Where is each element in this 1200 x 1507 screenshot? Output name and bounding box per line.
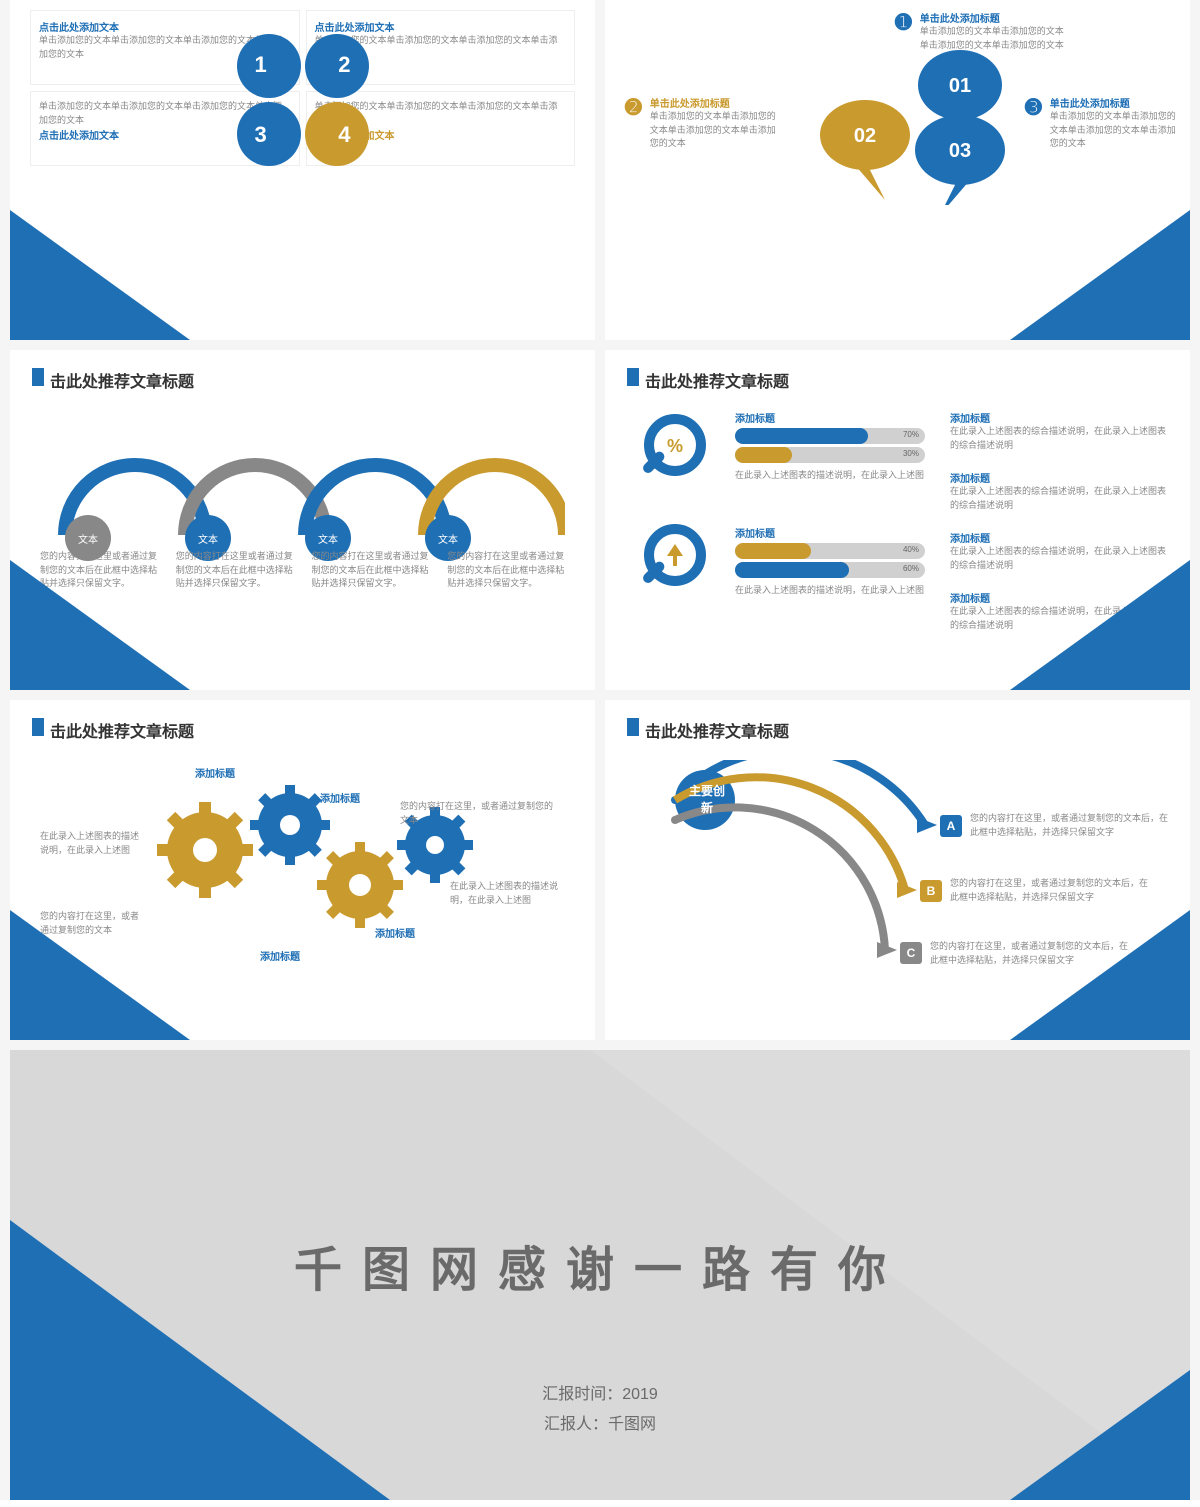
petal-3: [237, 102, 301, 166]
triangle-corner: [10, 210, 190, 340]
svg-text:03: 03: [949, 140, 971, 162]
slide-grid: 点击此处添加文本 单击添加您的文本单击添加您的文本单击添加您的文本单击添加您的文…: [0, 0, 1200, 1500]
arc-text: 您的内容打在这里，或者通过复制您的文本后，在此框中选择粘贴，并选择只保留文字: [950, 877, 1150, 904]
num-4: 4: [338, 122, 350, 148]
num-2: 2: [338, 52, 350, 78]
petal-diagram: 1 2 3 4: [233, 30, 373, 170]
letter-badge: B: [920, 880, 942, 902]
slide-2: ➊ 单击此处添加标题 单击添加您的文本单击添加您的文本单击添加您的文本单击添加您…: [605, 0, 1190, 340]
svg-text:%: %: [667, 436, 683, 456]
time-label: 汇报时间：: [542, 1386, 622, 1403]
row-body: 单击添加您的文本单击添加您的文本单击添加您的文本单击添加您的文本: [650, 110, 780, 151]
row-2: ➋ 单击此处添加标题 单击添加您的文本单击添加您的文本单击添加您的文本单击添加您…: [625, 95, 780, 151]
arc-text: 您的内容打在这里，或者通过复制您的文本后，在此框中选择粘贴，并选择只保留文字: [970, 812, 1170, 839]
person-label: 汇报人：: [544, 1416, 608, 1433]
gear-label: 添加标题: [375, 925, 415, 940]
slide-title: 击此处推荐文章标题: [40, 368, 194, 392]
gear-desc: 在此录入上述图表的描述说明，在此录入上述图: [40, 830, 140, 857]
svg-text:02: 02: [854, 125, 876, 147]
center-badge: 主要创新: [687, 782, 727, 816]
row-title: 单击此处添加标题: [920, 10, 1070, 25]
text-block: 添加标题在此录入上述图表的综合描述说明，在此录入上述图表的综合描述说明: [950, 470, 1170, 512]
row-3: ➌ 单击此处添加标题 单击添加您的文本单击添加您的文本单击添加您的文本单击添加您…: [1025, 95, 1180, 151]
time-value: 2019: [622, 1386, 658, 1403]
person-value: 千图网: [608, 1416, 656, 1433]
triangle-corner: [1010, 560, 1190, 690]
col-text: 您的内容打在这里或者通过复制您的文本后在此框中选择粘贴并选择只保留文字。: [447, 550, 565, 591]
magnifier-icon: %: [635, 410, 725, 500]
gear-label: 添加标题: [260, 948, 300, 963]
text-block: 添加标题在此录入上述图表的综合描述说明，在此录入上述图表的综合描述说明: [950, 410, 1170, 452]
add-title: 添加标题: [735, 410, 925, 425]
gear-label: 添加标题: [195, 765, 235, 780]
col-text: 您的内容打在这里或者通过复制您的文本后在此框中选择粘贴并选择只保留文字。: [312, 550, 430, 591]
row-text: 单击此处添加标题 单击添加您的文本单击添加您的文本单击添加您的文本单击添加您的文…: [650, 95, 780, 151]
triangle-corner: [10, 910, 190, 1040]
petal-4: [305, 102, 369, 166]
slide-title: 击此处推荐文章标题: [40, 718, 194, 742]
row-num-icon: ➋: [625, 95, 642, 120]
bars-group-1: 添加标题 70% 30% 在此录入上述图表的描述说明，在此录入上述图: [735, 410, 925, 483]
gear-label: 添加标题: [320, 790, 360, 805]
slide-title: 击此处推荐文章标题: [635, 368, 789, 392]
bar: 40%: [735, 543, 925, 559]
row-title: 单击此处添加标题: [650, 95, 780, 110]
letter-badge: A: [940, 815, 962, 837]
row-title: 单击此处添加标题: [1050, 95, 1180, 110]
gear-desc: 在此录入上述图表的描述说明，在此录入上述图: [450, 880, 570, 907]
slide-closing: 千图网感谢一路有你 汇报时间：2019 汇报人：千图网: [10, 1050, 1190, 1500]
gear-desc: 您的内容打在这里，或者通过复制您的文本: [400, 800, 560, 827]
magnifier-icon: [635, 520, 725, 610]
row-body: 单击添加您的文本单击添加您的文本单击添加您的文本单击添加您的文本: [1050, 110, 1180, 151]
triangle-corner: [1010, 210, 1190, 340]
num-3: 3: [255, 122, 267, 148]
triangle-corner: [10, 1220, 390, 1500]
bar-desc: 在此录入上述图表的描述说明，在此录入上述图: [735, 584, 925, 598]
col-text: 您的内容打在这里或者通过复制您的文本后在此框中选择粘贴并选择只保留文字。: [176, 550, 294, 591]
speech-bubbles: 01 02 03: [795, 35, 1035, 205]
template-gallery: 点击此处添加文本 单击添加您的文本单击添加您的文本单击添加您的文本单击添加您的文…: [0, 0, 1200, 1500]
bar-desc: 在此录入上述图表的描述说明，在此录入上述图: [735, 469, 925, 483]
row-num-icon: ➊: [895, 10, 912, 35]
bars-group-2: 添加标题 40% 60% 在此录入上述图表的描述说明，在此录入上述图: [735, 525, 925, 598]
triangle-corner: [10, 560, 190, 690]
bar: 70%: [735, 428, 925, 444]
letter-badge: C: [900, 942, 922, 964]
slide-1: 点击此处添加文本 单击添加您的文本单击添加您的文本单击添加您的文本单击添加您的文…: [10, 0, 595, 340]
num-1: 1: [255, 52, 267, 78]
slide-3: 击此处推荐文章标题 文本 文本 文本 文本 您的内容打在这里或者通过复制您的文本…: [10, 350, 595, 690]
slide-5: 击此处推荐文章标题 添加标题 添加标题 添加标题 添加标题 在此录入上述图表的描…: [10, 700, 595, 1040]
slide-6: 击此处推荐文章标题 主要创新 A B C 您的内容打在这里，或者通过复制您的文本…: [605, 700, 1190, 1040]
triangle-corner: [1010, 1370, 1190, 1500]
slide-4: 击此处推荐文章标题 % 添加标题 70% 30% 在此录入上述图表的描述说明，在…: [605, 350, 1190, 690]
row-text: 单击此处添加标题 单击添加您的文本单击添加您的文本单击添加您的文本单击添加您的文…: [1050, 95, 1180, 151]
bar: 60%: [735, 562, 925, 578]
bar: 30%: [735, 447, 925, 463]
triangle-corner: [1010, 910, 1190, 1040]
add-title: 添加标题: [735, 525, 925, 540]
petal-2: [305, 34, 369, 98]
svg-text:01: 01: [949, 75, 971, 97]
petal-1: [237, 34, 301, 98]
slide-title: 击此处推荐文章标题: [635, 718, 789, 742]
